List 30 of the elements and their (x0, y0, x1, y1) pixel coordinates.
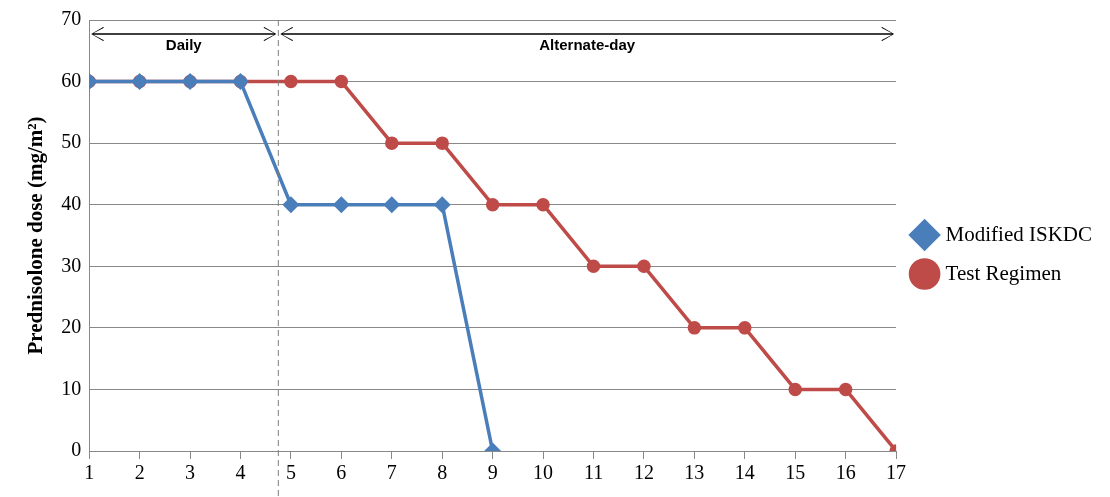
x-tick-label: 4 (235, 461, 246, 484)
y-tick-label: 10 (61, 376, 82, 399)
x-tick-label: 10 (533, 461, 554, 484)
y-tick-label: 20 (61, 315, 82, 338)
y-tick-label: 50 (61, 130, 82, 153)
x-tick-label: 8 (437, 461, 448, 484)
y-tick-label: 60 (61, 68, 82, 91)
x-tick-label: 13 (684, 461, 705, 484)
legend-label: Modified ISKDC (945, 221, 1093, 246)
x-tick-label: 11 (583, 461, 604, 484)
x-tick-label: 15 (785, 461, 806, 484)
x-tick-label: 5 (285, 461, 296, 484)
annotation: Alternate-day (539, 35, 636, 53)
y-tick-label: 40 (61, 191, 82, 214)
x-tick-label: 12 (633, 461, 654, 484)
x-tick-label: 3 (185, 461, 196, 484)
y-tick-label: 30 (61, 253, 82, 276)
y-tick-label: 70 (61, 7, 82, 30)
annotation: Daily (165, 35, 203, 53)
x-tick-label: 14 (734, 461, 755, 484)
x-tick-label: 1 (84, 461, 95, 484)
x-tick-label: 16 (835, 461, 856, 484)
x-tick-label: 2 (134, 461, 145, 484)
x-tick-label: 6 (336, 461, 347, 484)
y-tick-label: 0 (71, 438, 82, 461)
x-tick-label: 9 (487, 461, 498, 484)
y-axis-title: Prednisolone dose (mg/m²) (23, 116, 48, 355)
x-tick-label: 7 (386, 461, 397, 484)
legend-label: Test Regimen (945, 260, 1062, 285)
x-tick-label: 17 (886, 461, 907, 484)
